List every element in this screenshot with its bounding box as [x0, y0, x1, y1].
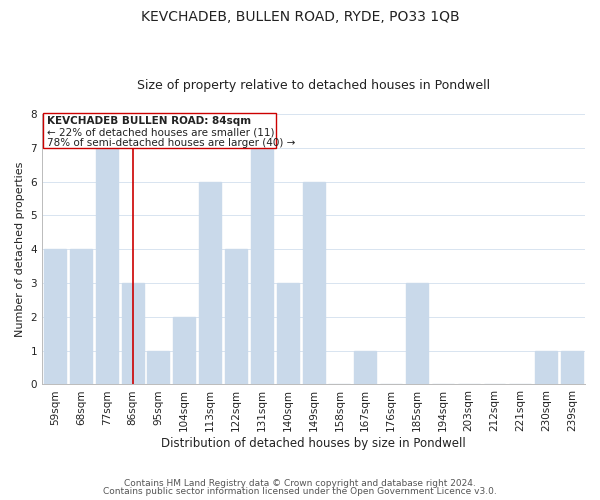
Title: Size of property relative to detached houses in Pondwell: Size of property relative to detached ho…	[137, 79, 490, 92]
Bar	[173, 317, 195, 384]
Bar	[251, 148, 273, 384]
X-axis label: Distribution of detached houses by size in Pondwell: Distribution of detached houses by size …	[161, 437, 466, 450]
Bar	[225, 249, 247, 384]
Bar	[199, 182, 221, 384]
Text: KEVCHADEB, BULLEN ROAD, RYDE, PO33 1QB: KEVCHADEB, BULLEN ROAD, RYDE, PO33 1QB	[140, 10, 460, 24]
Bar	[354, 350, 376, 384]
Bar	[44, 249, 66, 384]
Bar	[148, 350, 169, 384]
Bar	[302, 182, 325, 384]
Bar	[277, 283, 299, 384]
Y-axis label: Number of detached properties: Number of detached properties	[15, 162, 25, 337]
Text: Contains HM Land Registry data © Crown copyright and database right 2024.: Contains HM Land Registry data © Crown c…	[124, 478, 476, 488]
Text: Contains public sector information licensed under the Open Government Licence v3: Contains public sector information licen…	[103, 487, 497, 496]
Bar	[535, 350, 557, 384]
Bar	[122, 283, 143, 384]
Text: KEVCHADEB BULLEN ROAD: 84sqm: KEVCHADEB BULLEN ROAD: 84sqm	[47, 116, 251, 126]
FancyBboxPatch shape	[43, 114, 276, 148]
Text: ← 22% of detached houses are smaller (11): ← 22% of detached houses are smaller (11…	[47, 128, 275, 138]
Bar	[70, 249, 92, 384]
Text: 78% of semi-detached houses are larger (40) →: 78% of semi-detached houses are larger (…	[47, 138, 296, 147]
Bar	[406, 283, 428, 384]
Bar	[95, 148, 118, 384]
Bar	[561, 350, 583, 384]
